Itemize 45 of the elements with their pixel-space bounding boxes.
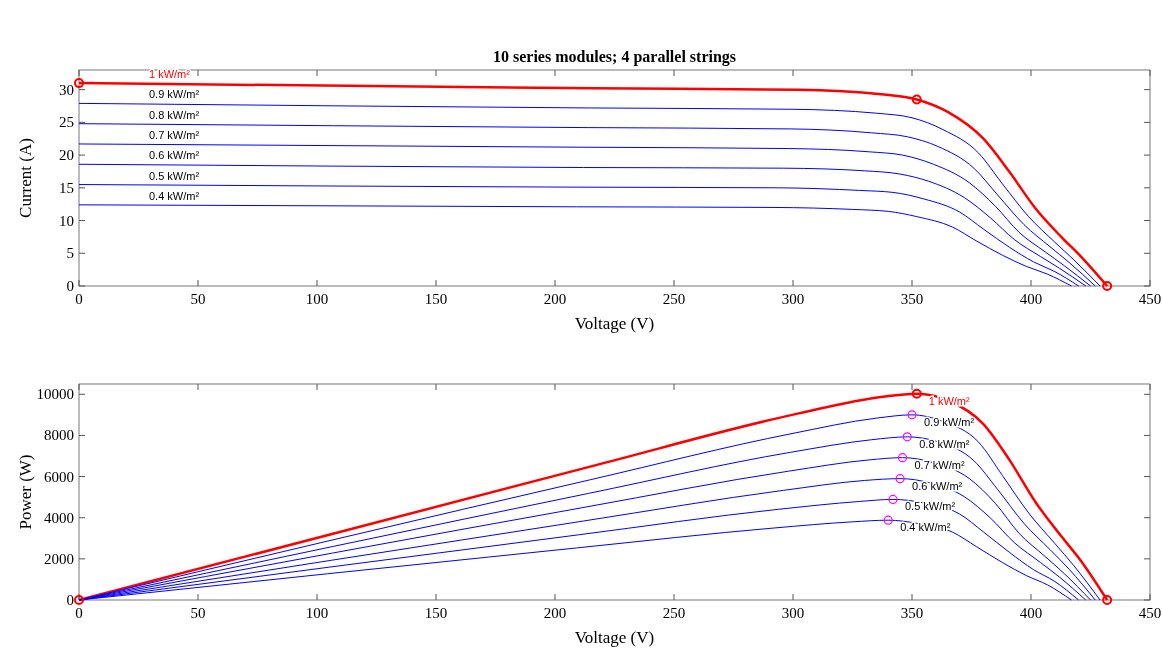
x-tick-label: 100 [305,291,329,307]
x-tick-label: 300 [781,291,805,307]
x-tick-label: 450 [1138,605,1162,621]
y-tick-label: 10 [59,212,74,229]
x-tick-label: 400 [1019,605,1043,621]
x-tick-label: 50 [190,605,206,621]
x-tick-label: 150 [424,605,448,621]
x-tick-label: 200 [543,291,567,307]
x-tick-label: 350 [900,605,924,621]
y-tick-label: 0 [66,278,74,294]
y-tick-label: 15 [59,179,74,196]
series-label: 0.6 kW/m² [149,149,200,162]
y-tick-label: 20 [59,147,74,164]
series-label: 0.9 kW/m² [924,415,975,428]
series-label: 0.9 kW/m² [149,88,200,101]
x-tick-label: 150 [424,291,448,307]
y-axis-title: Current (A) [16,138,35,218]
x-tick-label: 400 [1019,291,1043,307]
series-label: 0.5 kW/m² [149,169,200,182]
x-axis-title: Voltage (V) [574,628,655,647]
series-label: 1 kW/m² [149,68,191,81]
y-tick-label: 6000 [44,468,74,485]
x-tick-label: 350 [900,291,924,307]
x-tick-label: 50 [190,291,206,307]
y-tick-label: 0 [66,592,74,608]
x-axis-title: Voltage (V) [574,314,655,333]
x-tick-label: 450 [1138,291,1162,307]
y-tick-label: 5 [66,245,74,262]
x-tick-label: 100 [305,605,329,621]
y-tick-label: 25 [59,114,74,131]
y-tick-label: 2000 [44,550,74,567]
x-tick-label: 250 [662,291,686,307]
series-label: 0.7 kW/m² [149,128,200,141]
y-tick-label: 10000 [36,386,74,403]
series-label: 0.8 kW/m² [919,437,970,450]
y-tick-label: 30 [59,81,74,98]
x-tick-label: 250 [662,605,686,621]
series-label: 0.8 kW/m² [149,108,200,121]
chart-title: 10 series modules; 4 parallel strings [492,48,737,66]
y-axis-title: Power (W) [16,454,35,530]
x-tick-label: 200 [543,605,567,621]
y-tick-label: 4000 [44,509,74,526]
series-label: 0.4 kW/m² [149,189,200,202]
x-tick-label: 300 [781,605,805,621]
y-tick-label: 8000 [44,427,74,444]
